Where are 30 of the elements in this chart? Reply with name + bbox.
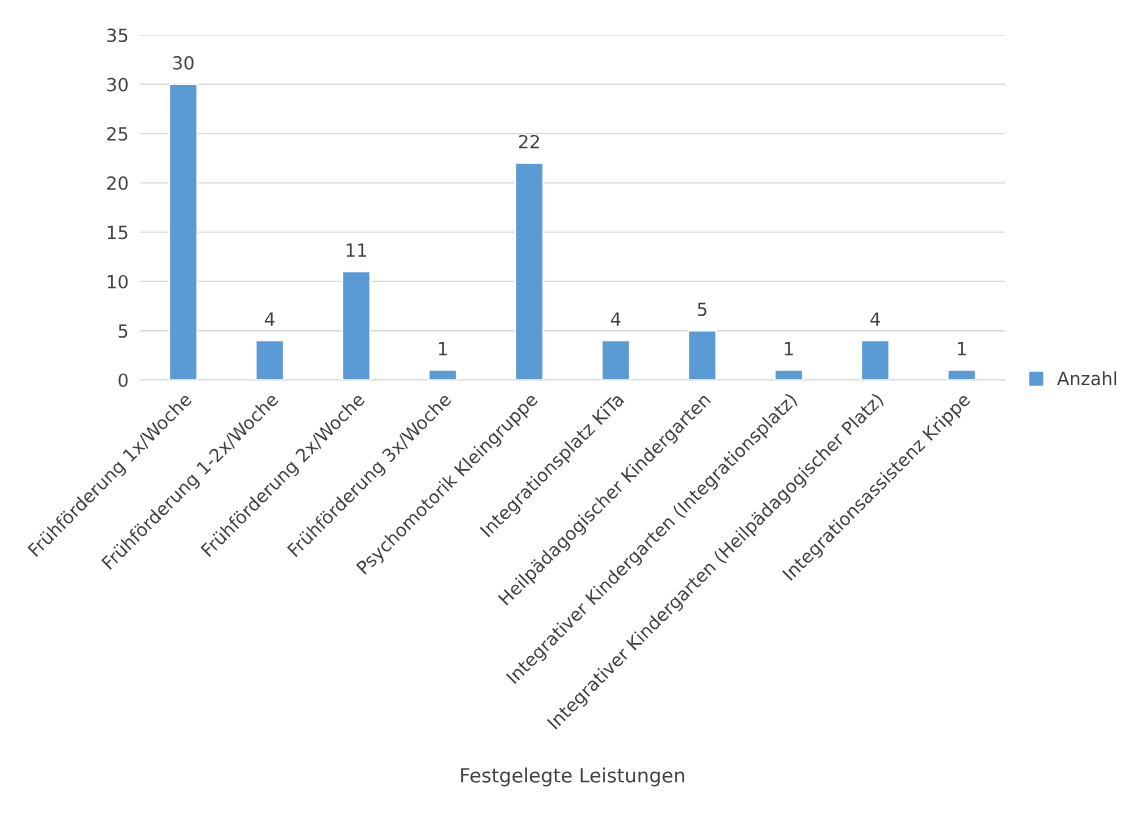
bar <box>341 270 371 380</box>
x-axis-title: Festgelegte Leistungen <box>461 767 685 787</box>
bar <box>255 339 285 380</box>
bar <box>601 339 631 380</box>
data-label: 22 <box>519 134 539 149</box>
data-label: 4 <box>264 312 275 326</box>
bar <box>514 162 544 380</box>
data-label: 11 <box>346 243 367 257</box>
data-label: 5 <box>697 302 707 317</box>
bar <box>428 369 458 380</box>
y-tick-label: 20 <box>107 176 128 190</box>
data-label: 1 <box>438 342 447 356</box>
data-label: 1 <box>957 342 966 356</box>
y-tick-label: 35 <box>107 28 128 43</box>
bar <box>168 83 198 380</box>
data-label: 30 <box>173 56 194 70</box>
legend-label: Anzahl <box>1057 371 1117 386</box>
y-tick-label: 30 <box>107 77 128 92</box>
bar <box>774 369 804 380</box>
data-label: 1 <box>784 342 793 356</box>
data-label: 4 <box>870 312 880 326</box>
y-tick-label: 10 <box>107 274 128 289</box>
bar <box>947 369 977 380</box>
bar <box>860 339 890 380</box>
data-label: 4 <box>610 312 621 326</box>
bar <box>687 330 717 380</box>
y-tick-label: 5 <box>118 324 128 338</box>
y-tick-label: 15 <box>107 225 128 240</box>
y-tick-label: 25 <box>107 127 128 141</box>
y-tick-label: 0 <box>118 373 128 388</box>
